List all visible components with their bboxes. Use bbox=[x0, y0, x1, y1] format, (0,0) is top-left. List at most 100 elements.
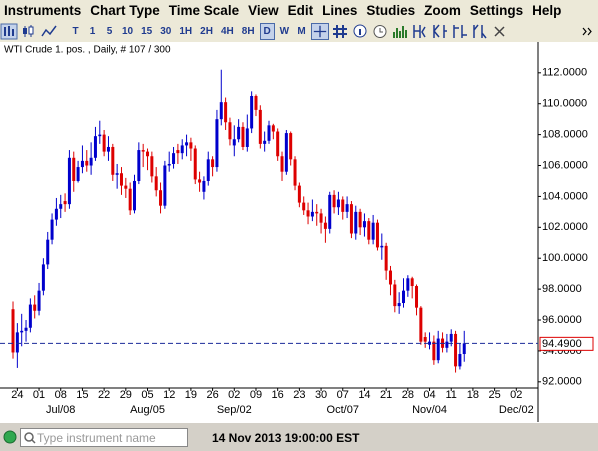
candle-body bbox=[297, 185, 301, 203]
menu-item[interactable]: Edit bbox=[287, 2, 314, 18]
candle-body bbox=[180, 145, 184, 154]
candle-body bbox=[211, 159, 215, 168]
clock-icon[interactable] bbox=[371, 23, 389, 40]
x-tick-label: 28 bbox=[402, 389, 414, 401]
timeframe-button[interactable]: W bbox=[279, 25, 290, 37]
candle-body bbox=[349, 204, 353, 234]
line-icon[interactable] bbox=[40, 23, 58, 40]
timeframe-button[interactable]: M bbox=[297, 25, 306, 37]
candle-body bbox=[280, 156, 284, 172]
chart-title: WTI Crude 1. pos. , Daily, # 107 / 300 bbox=[4, 45, 171, 56]
y-tick-label: 102.0000 bbox=[542, 221, 588, 233]
candle-body bbox=[28, 304, 32, 328]
timeframe-button[interactable]: 10 bbox=[122, 25, 134, 37]
candle-body bbox=[237, 126, 241, 140]
menu-item[interactable]: Instruments bbox=[4, 2, 82, 18]
candle-body bbox=[176, 150, 180, 154]
x-tick-label: 01 bbox=[33, 389, 45, 401]
candle-body bbox=[315, 211, 319, 214]
candle-body bbox=[397, 303, 401, 307]
candle-body bbox=[137, 150, 141, 181]
candle-body bbox=[410, 278, 414, 287]
y-tick-label: 104.0000 bbox=[542, 190, 588, 202]
candle-body bbox=[306, 210, 310, 217]
y-tick-label: 110.0000 bbox=[542, 98, 587, 110]
candle-body bbox=[111, 146, 115, 175]
candle-body bbox=[345, 204, 349, 212]
candle-body bbox=[150, 156, 154, 177]
candle-body bbox=[67, 157, 71, 205]
candle-body bbox=[402, 290, 405, 304]
candle-body bbox=[185, 142, 189, 146]
timeframe-button[interactable]: D bbox=[259, 22, 275, 40]
x-tick-label: 14 bbox=[358, 389, 370, 401]
candle-body bbox=[406, 278, 410, 291]
search-icon bbox=[24, 432, 36, 444]
period-label: Dec/02 bbox=[499, 404, 534, 416]
more-icon[interactable] bbox=[578, 23, 596, 40]
menu-item[interactable]: Time Scale bbox=[168, 2, 240, 18]
timeframe-button[interactable]: 4H bbox=[220, 25, 234, 37]
toolbar: T 1 5 10 15 30 1H 2H 4H 8H D W M bbox=[0, 20, 598, 43]
candle-body bbox=[15, 332, 19, 353]
candle-body bbox=[267, 125, 271, 141]
menu-item[interactable]: Settings bbox=[469, 2, 524, 18]
menu-item[interactable]: Chart Type bbox=[90, 2, 160, 18]
timeframe-button[interactable]: 30 bbox=[160, 25, 172, 37]
x-tick-label: 23 bbox=[293, 389, 305, 401]
search-placeholder: Type instrument name bbox=[37, 430, 156, 445]
crosshair-icon[interactable] bbox=[311, 22, 330, 40]
timeframe-button[interactable]: 5 bbox=[106, 25, 113, 37]
candle-body bbox=[462, 343, 466, 355]
volume-icon[interactable] bbox=[391, 23, 409, 40]
candle-body bbox=[341, 199, 345, 212]
candle-body bbox=[232, 139, 236, 146]
period-label: Aug/05 bbox=[130, 404, 165, 416]
period-label: Nov/04 bbox=[412, 404, 447, 416]
candle-body bbox=[159, 190, 163, 206]
candle-body bbox=[154, 176, 158, 191]
menu-item[interactable]: Lines bbox=[322, 2, 358, 18]
instrument-search[interactable]: Type instrument name bbox=[20, 428, 188, 447]
candle-body bbox=[319, 213, 323, 223]
info-icon[interactable] bbox=[351, 23, 369, 40]
candle-body bbox=[449, 333, 453, 342]
grid-icon[interactable] bbox=[331, 23, 349, 40]
candle-body bbox=[419, 307, 423, 342]
x-tick-label: 09 bbox=[250, 389, 262, 401]
tool-icon-1[interactable] bbox=[411, 23, 429, 40]
candle-body bbox=[276, 131, 280, 157]
status-datetime: 14 Nov 2013 19:00:00 EST bbox=[212, 431, 360, 445]
timeframe-button[interactable]: 1 bbox=[89, 25, 96, 37]
clear-icon[interactable] bbox=[491, 23, 509, 40]
x-tick-label: 21 bbox=[380, 389, 392, 401]
tool-icon-4[interactable] bbox=[471, 23, 489, 40]
chart-background bbox=[0, 42, 598, 422]
timeframe-button[interactable]: 15 bbox=[141, 25, 153, 37]
y-tick-label: 100.0000 bbox=[542, 252, 588, 264]
connection-indicator bbox=[3, 430, 17, 444]
candle-body bbox=[271, 125, 275, 132]
bar-chart-icon[interactable] bbox=[0, 23, 18, 40]
x-tick-label: 12 bbox=[163, 389, 175, 401]
timeframe-button[interactable]: 2H bbox=[200, 25, 213, 37]
status-bar: Type instrument name 14 Nov 2013 19:00:0… bbox=[0, 422, 598, 451]
timeframe-button[interactable]: T bbox=[72, 25, 79, 37]
candle-body bbox=[128, 188, 132, 211]
candle-icon[interactable] bbox=[20, 23, 38, 40]
tool-icon-2[interactable] bbox=[431, 23, 449, 40]
candle-body bbox=[215, 119, 219, 168]
timeframe-button[interactable]: 8H bbox=[241, 25, 255, 37]
tool-icon-3[interactable] bbox=[451, 23, 469, 40]
menu-item[interactable]: Zoom bbox=[424, 2, 461, 18]
candle-body bbox=[119, 173, 123, 186]
menu-item[interactable]: Help bbox=[532, 2, 562, 18]
timeframe-button[interactable]: 1H bbox=[179, 25, 193, 37]
candle-body bbox=[367, 221, 371, 240]
menu-item[interactable]: View bbox=[248, 2, 279, 18]
x-tick-label: 29 bbox=[120, 389, 132, 401]
candle-body bbox=[141, 150, 145, 152]
candle-body bbox=[245, 128, 249, 147]
candle-body bbox=[93, 136, 97, 158]
menu-item[interactable]: Studies bbox=[366, 2, 416, 18]
